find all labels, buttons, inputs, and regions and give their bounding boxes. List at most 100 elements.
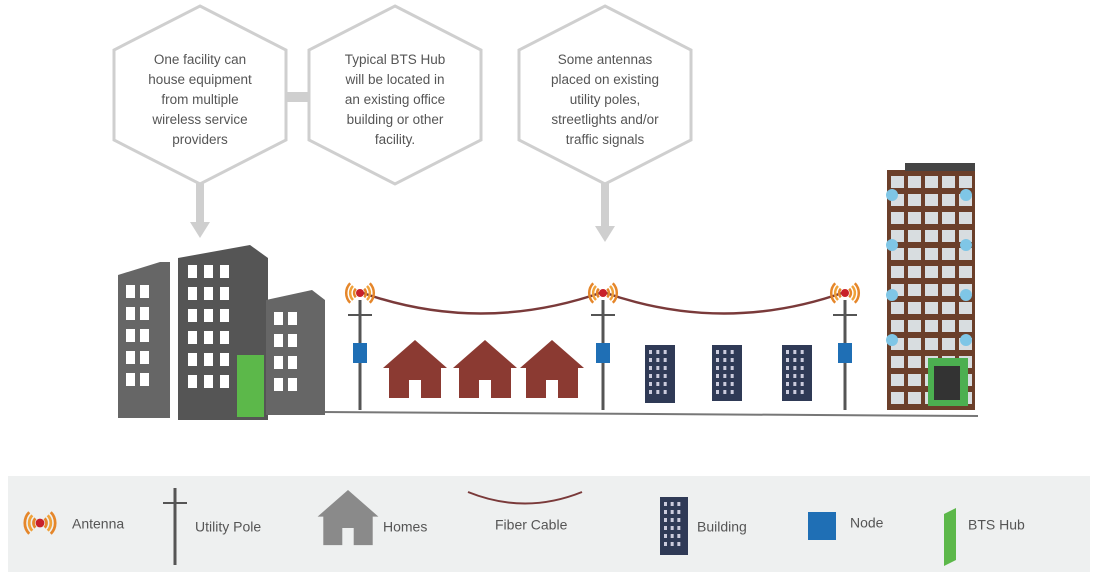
window: [801, 374, 804, 378]
callout-text: Some antennas: [558, 52, 653, 67]
window: [731, 390, 734, 394]
window: [801, 390, 804, 394]
window: [925, 176, 938, 188]
window: [656, 382, 659, 386]
callout-text: streetlights and/or: [551, 112, 659, 127]
window: [188, 353, 197, 366]
window: [908, 212, 921, 224]
window: [664, 542, 667, 546]
window: [716, 382, 719, 386]
antenna-dish: [960, 189, 972, 201]
window: [140, 307, 149, 320]
antenna-wave: [350, 286, 353, 300]
window: [656, 366, 659, 370]
window: [656, 374, 659, 378]
window: [908, 302, 921, 314]
window: [891, 374, 904, 386]
window: [731, 374, 734, 378]
window: [126, 373, 135, 386]
arrows: [190, 183, 615, 242]
window: [656, 350, 659, 354]
window: [801, 382, 804, 386]
window: [908, 320, 921, 332]
window: [942, 320, 955, 332]
window: [288, 334, 297, 347]
window: [942, 212, 955, 224]
window: [274, 334, 283, 347]
antenna-dot: [356, 289, 364, 297]
window: [959, 266, 972, 278]
window: [204, 331, 213, 344]
window: [942, 194, 955, 206]
legend-label: Utility Pole: [195, 519, 261, 535]
callout-text: providers: [172, 132, 228, 147]
window: [220, 331, 229, 344]
window: [786, 366, 789, 370]
window: [671, 502, 674, 506]
window: [925, 338, 938, 350]
window: [731, 358, 734, 362]
window: [891, 176, 904, 188]
window: [649, 390, 652, 394]
window: [220, 353, 229, 366]
window: [801, 366, 804, 370]
antenna-wave: [610, 286, 613, 300]
antenna-dish: [886, 189, 898, 201]
window: [220, 309, 229, 322]
window: [126, 351, 135, 364]
window: [140, 373, 149, 386]
window: [671, 526, 674, 530]
window: [677, 518, 680, 522]
window: [671, 534, 674, 538]
window: [664, 526, 667, 530]
window: [140, 329, 149, 342]
window: [786, 350, 789, 354]
antenna-dish: [960, 289, 972, 301]
window: [891, 320, 904, 332]
window: [664, 382, 667, 386]
window: [908, 194, 921, 206]
window: [942, 230, 955, 242]
window: [288, 356, 297, 369]
window: [664, 390, 667, 394]
antenna-dish: [886, 334, 898, 346]
antenna-wave: [593, 286, 596, 300]
antenna-dot: [599, 289, 607, 297]
window: [891, 392, 904, 404]
window: [793, 382, 796, 386]
window: [220, 375, 229, 388]
window: [649, 374, 652, 378]
legend-label: Node: [850, 515, 884, 531]
window: [908, 266, 921, 278]
window: [793, 350, 796, 354]
window: [925, 320, 938, 332]
window: [925, 212, 938, 224]
window: [677, 502, 680, 506]
callout-text: house equipment: [148, 72, 252, 87]
window: [649, 366, 652, 370]
window: [723, 358, 726, 362]
window: [664, 366, 667, 370]
window: [677, 542, 680, 546]
window: [942, 338, 955, 350]
window: [140, 285, 149, 298]
window: [188, 309, 197, 322]
window: [677, 510, 680, 514]
legend-label: Antenna: [72, 516, 124, 532]
node: [353, 343, 367, 363]
window: [786, 382, 789, 386]
window: [671, 542, 674, 546]
window: [204, 375, 213, 388]
antenna-wave: [354, 289, 356, 297]
window: [664, 374, 667, 378]
window: [959, 176, 972, 188]
window: [942, 266, 955, 278]
window: [220, 287, 229, 300]
window: [126, 285, 135, 298]
window: [664, 510, 667, 514]
window: [959, 212, 972, 224]
window: [274, 312, 283, 325]
window: [664, 350, 667, 354]
window: [925, 266, 938, 278]
antenna-wave: [835, 286, 838, 300]
